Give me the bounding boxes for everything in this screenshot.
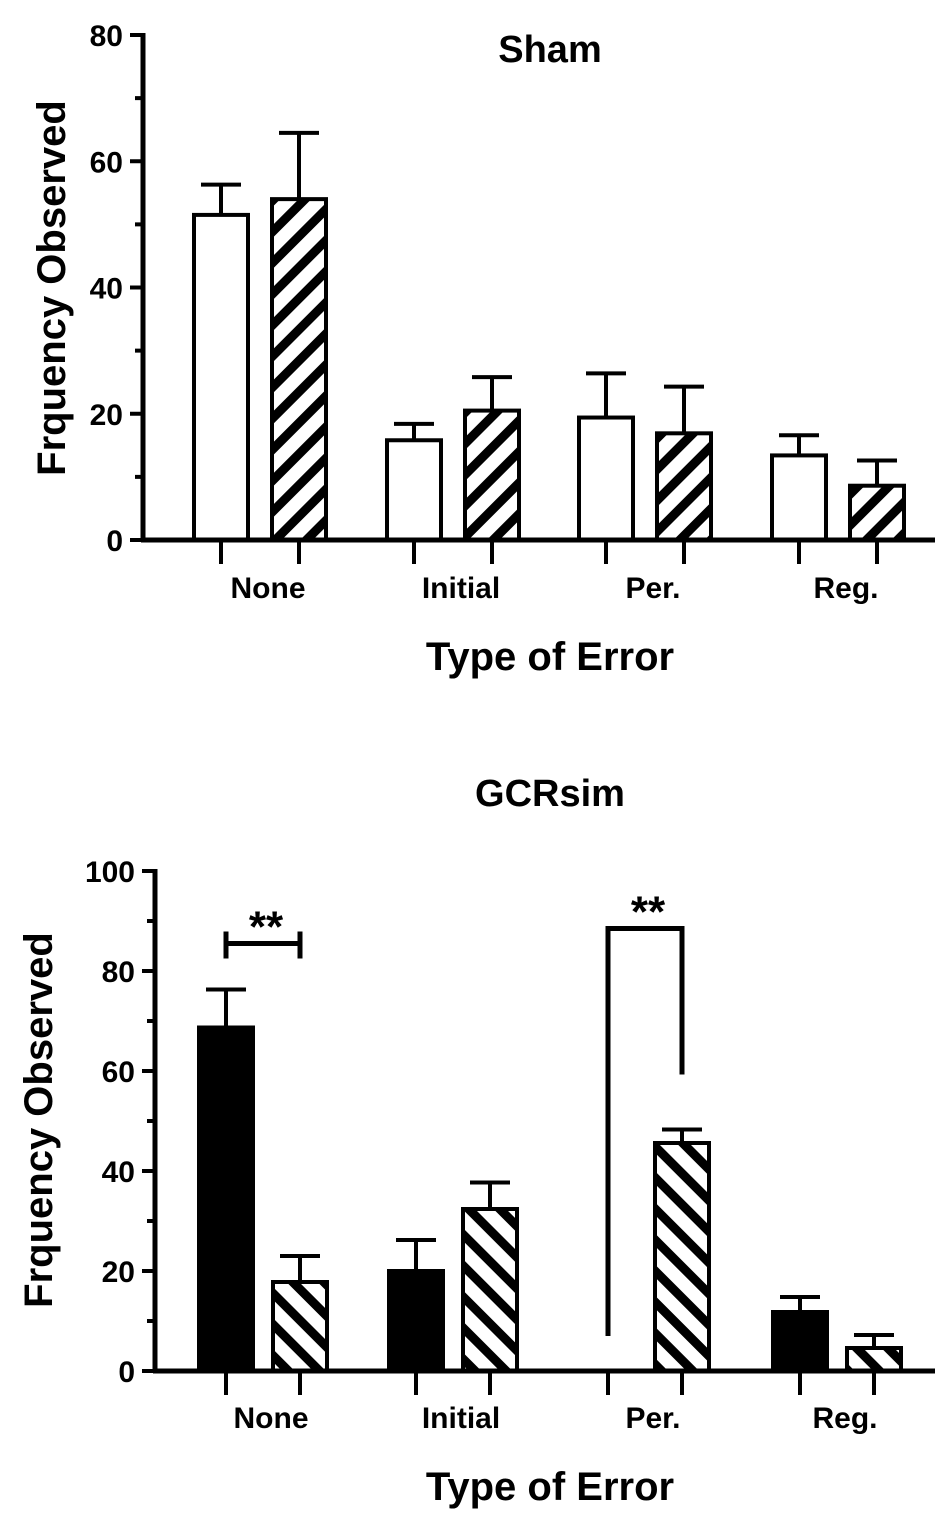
- bar: [770, 453, 828, 543]
- significance-bracket: [223, 931, 303, 959]
- bar: [577, 415, 635, 543]
- bar: [270, 197, 328, 542]
- bar: [463, 408, 521, 542]
- x-tick-label: None: [234, 1402, 309, 1435]
- bar: [385, 438, 443, 543]
- y-tick-label: 60: [90, 146, 123, 179]
- y-tick-label: 20: [102, 1256, 135, 1289]
- x-tick-label: Reg.: [812, 1402, 877, 1435]
- plot-area: 0 20 40 60 80 None Initial Per. Reg.: [90, 20, 935, 605]
- x-tick-label: None: [231, 572, 306, 605]
- y-tick-label: 80: [102, 956, 135, 989]
- bar: [845, 1346, 903, 1373]
- bar: [192, 212, 250, 542]
- chart-title: Sham: [498, 29, 601, 71]
- y-tick-label: 40: [102, 1156, 135, 1189]
- y-tick-label: 80: [90, 20, 123, 53]
- bar: [771, 1310, 829, 1373]
- y-tick-label: 60: [102, 1056, 135, 1089]
- x-tick-label: Initial: [422, 1402, 500, 1435]
- y-axis-title: Frquency Observed: [30, 100, 74, 476]
- y-tick-label: 0: [118, 1356, 135, 1389]
- significance-label: **: [631, 888, 666, 937]
- sham-chart: Sham Frquency Observed Type of Error 0 20…: [30, 20, 935, 679]
- significance-label: **: [249, 903, 284, 952]
- bar: [197, 1025, 255, 1373]
- chart-title: GCRsim: [475, 773, 625, 815]
- bar: [461, 1207, 519, 1373]
- y-tick-label: 100: [85, 856, 135, 889]
- x-axis-title: Type of Error: [426, 1465, 674, 1509]
- plot-area: 0 20 40 60 80 100 None Initial Per. Reg. ** **: [85, 856, 935, 1435]
- significance-bracket: [605, 926, 685, 1336]
- y-tick-label: 0: [106, 525, 123, 558]
- x-tick-label: Per.: [625, 572, 680, 605]
- x-tick-label: Per.: [625, 1402, 680, 1435]
- bar: [655, 431, 713, 543]
- bar: [653, 1141, 711, 1373]
- x-tick-label: Initial: [422, 572, 500, 605]
- bar: [387, 1269, 445, 1373]
- x-axis-title: Type of Error: [426, 635, 674, 679]
- y-tick-label: 20: [90, 399, 123, 432]
- y-tick-label: 40: [90, 273, 123, 306]
- y-axis-title: Frquency Observed: [17, 932, 61, 1308]
- bar: [271, 1280, 329, 1373]
- bar: [848, 483, 906, 542]
- x-tick-label: Reg.: [813, 572, 878, 605]
- gcrsim-chart: GCRsim Frquency Observed Type of Error 0…: [17, 773, 935, 1509]
